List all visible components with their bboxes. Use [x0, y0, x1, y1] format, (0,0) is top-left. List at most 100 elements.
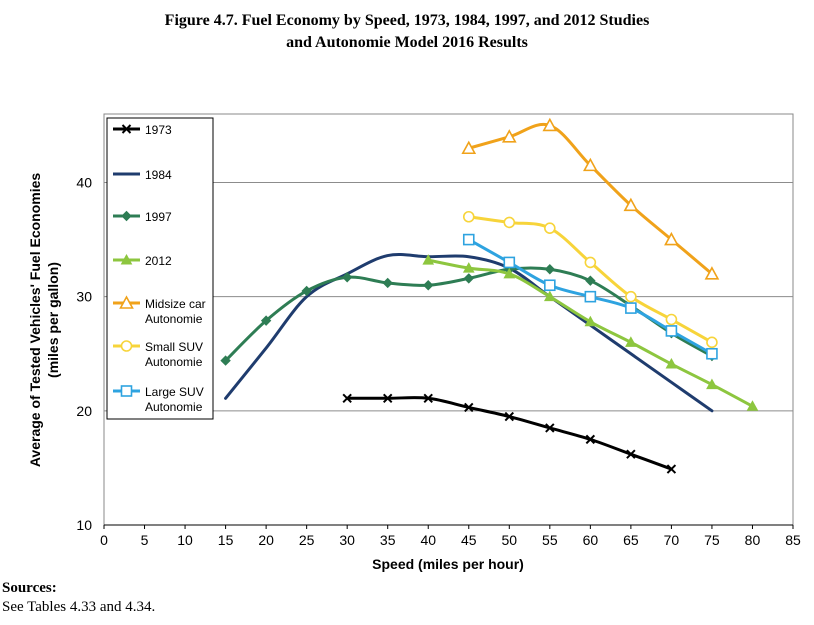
x-tick-label-15: 15 [218, 532, 234, 548]
legend-label-3: 2012 [145, 254, 172, 268]
legend-label-4-line2: Autonomie [145, 312, 203, 326]
data-point-s0-2 [423, 393, 433, 403]
x-tick-label-30: 30 [339, 532, 355, 548]
data-point-s4-1 [501, 129, 517, 143]
x-tick-label-10: 10 [177, 532, 193, 548]
data-point-s5-4 [625, 290, 637, 303]
figure-title-line1: Figure 4.7. Fuel Economy by Speed, 1973,… [164, 12, 650, 29]
gridlines [104, 182, 793, 412]
legend-label-1: 1984 [145, 168, 172, 182]
data-point-s4-0 [461, 140, 477, 155]
data-point-s6-0 [462, 233, 475, 246]
data-point-s4-5 [664, 231, 679, 246]
data-point-s2-5 [423, 280, 434, 291]
data-point-s5-2 [544, 222, 556, 234]
data-point-s6-5 [665, 325, 678, 337]
x-tick-label-85: 85 [785, 532, 801, 548]
x-tick-label-20: 20 [258, 532, 274, 548]
series-markers [220, 117, 759, 474]
data-point-s3-0 [422, 254, 435, 265]
legend-box [106, 117, 214, 420]
y-tick-label-10: 10 [76, 517, 92, 533]
data-point-s2-9 [585, 275, 596, 286]
data-point-s0-7 [626, 449, 636, 459]
x-tick-label-75: 75 [704, 532, 720, 548]
data-point-s0-6 [585, 434, 596, 445]
data-point-s5-3 [584, 256, 597, 269]
data-point-s5-6 [706, 336, 718, 349]
data-point-s0-3 [464, 402, 474, 413]
x-axis-label: Speed (miles per hour) [372, 556, 524, 572]
data-point-s4-3 [583, 157, 598, 172]
y-tick-label-40: 40 [76, 175, 92, 191]
data-point-s0-4 [504, 411, 515, 422]
data-point-s2-6 [463, 273, 474, 284]
sources-text: See Tables 4.33 and 4.34. [2, 599, 156, 615]
x-tick-label-40: 40 [420, 532, 436, 548]
data-point-s2-1 [260, 315, 272, 326]
legend-swatch-marker-2 [121, 210, 132, 222]
data-point-s6-4 [625, 302, 637, 314]
legend-label-4-line1: Midsize car [145, 297, 206, 311]
data-point-s3-1 [462, 262, 475, 273]
legend-label-5-line1: Small SUV [145, 340, 203, 354]
legend-swatch-marker-3 [120, 253, 133, 265]
data-point-s6-2 [544, 279, 556, 292]
y-tick-label-30: 30 [76, 289, 92, 305]
data-point-s6-3 [584, 290, 597, 303]
x-tick-label-65: 65 [623, 532, 639, 548]
data-point-s5-0 [462, 210, 475, 223]
data-point-s5-5 [665, 313, 678, 326]
y-axis-label-line1: Average of Tested Vehicles' Fuel Economi… [27, 173, 43, 468]
data-point-s0-1 [382, 393, 393, 403]
data-point-s3-4 [584, 315, 597, 327]
x-tick-label-80: 80 [745, 532, 761, 548]
fuel-economy-chart: 0 5 10 15 20 25 30 35 40 45 50 55 60 65 70 75 80 85 10 20 3… [27, 113, 801, 572]
data-point-s3-2 [503, 267, 516, 279]
data-point-s3-6 [665, 357, 678, 369]
legend-swatch-marker-5 [120, 340, 133, 352]
legend-swatch-marker-0 [121, 124, 132, 134]
data-point-s2-0 [220, 355, 231, 366]
x-axis-ticks: 0 5 10 15 20 25 30 35 40 45 50 55 60 65 70 75 80 85 [100, 524, 801, 548]
data-point-s2-2 [301, 285, 312, 297]
legend-label-0: 1973 [145, 123, 172, 137]
data-point-s2-8 [544, 264, 556, 275]
y-axis-ticks: 10 20 30 40 [76, 175, 92, 534]
legend-label-5-line2: Autonomie [145, 355, 203, 369]
data-point-s3-3 [543, 290, 556, 302]
x-tick-label-55: 55 [542, 532, 558, 548]
x-tick-label-50: 50 [502, 532, 518, 548]
x-tick-label-45: 45 [461, 532, 477, 548]
data-point-s4-4 [623, 197, 639, 212]
x-tick-label-0: 0 [100, 532, 108, 548]
data-point-s4-6 [704, 266, 720, 280]
series-line-1 [224, 253, 714, 413]
legend-swatch-marker-4 [119, 295, 134, 309]
sources-label: Sources: [2, 580, 57, 596]
x-tick-label-35: 35 [380, 532, 396, 548]
legend-label-6-line2: Autonomie [145, 400, 203, 414]
x-tick-label-5: 5 [141, 532, 149, 548]
data-point-s2-3 [341, 272, 353, 283]
y-axis-label-line2: (miles per gallon) [45, 262, 61, 378]
data-point-s3-8 [746, 400, 759, 411]
data-point-s3-7 [706, 378, 718, 390]
x-tick-label-70: 70 [664, 532, 680, 548]
data-point-s0-5 [545, 423, 555, 433]
data-point-s6-6 [706, 347, 718, 360]
x-tick-label-25: 25 [299, 532, 315, 548]
data-point-s0-0 [342, 393, 352, 403]
data-point-s4-2 [542, 117, 558, 132]
data-point-s3-5 [625, 336, 637, 347]
legend-swatch-marker-6 [120, 385, 133, 397]
figure-title-line2: and Autonomie Model 2016 Results [286, 34, 528, 51]
legend-label-6-line1: Large SUV [145, 385, 204, 399]
data-point-s5-1 [503, 216, 516, 229]
x-tick-label-60: 60 [583, 532, 599, 548]
data-point-s2-4 [382, 277, 393, 289]
legend-label-2: 1997 [145, 210, 172, 224]
data-point-s0-8 [666, 464, 677, 474]
data-point-s6-1 [503, 256, 516, 269]
